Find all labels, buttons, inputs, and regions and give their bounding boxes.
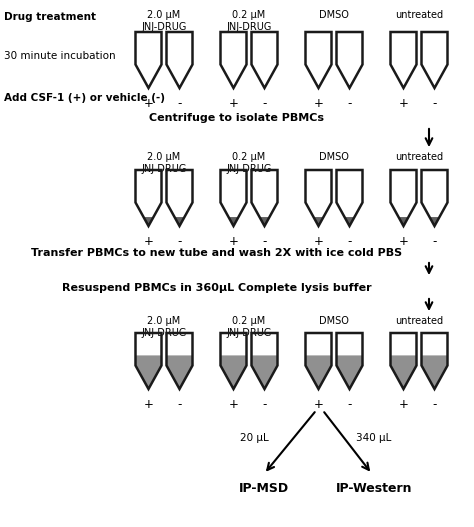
Polygon shape [136,333,162,389]
Text: 2.0 μM
JNJ-DRUG: 2.0 μM JNJ-DRUG [141,10,187,32]
Text: -: - [177,97,182,110]
Text: -: - [432,97,437,110]
Polygon shape [220,170,246,226]
Text: -: - [262,398,267,411]
Polygon shape [166,170,192,226]
Polygon shape [314,217,323,226]
Text: +: + [399,235,409,248]
Text: +: + [399,97,409,110]
Text: +: + [228,398,238,411]
Polygon shape [220,32,246,88]
Text: untreated: untreated [395,316,443,326]
Polygon shape [166,355,192,389]
Text: +: + [314,398,323,411]
Polygon shape [337,32,363,88]
Polygon shape [391,170,417,226]
Text: -: - [432,398,437,411]
Text: Drug treatment: Drug treatment [4,12,96,22]
Text: Resuspend PBMCs in 360μL Complete lysis buffer: Resuspend PBMCs in 360μL Complete lysis … [62,283,372,293]
Text: +: + [144,398,154,411]
Text: -: - [262,235,267,248]
Polygon shape [391,32,417,88]
Polygon shape [421,355,447,389]
Text: +: + [228,235,238,248]
Polygon shape [260,217,269,226]
Polygon shape [144,217,154,226]
Polygon shape [306,170,331,226]
Text: IP-Western: IP-Western [336,482,412,494]
Text: -: - [262,97,267,110]
Text: Transfer PBMCs to new tube and wash 2X with ice cold PBS: Transfer PBMCs to new tube and wash 2X w… [31,248,402,258]
Text: Centrifuge to isolate PBMCs: Centrifuge to isolate PBMCs [149,113,325,123]
Text: 2.0 μM
JNJ-DRUG: 2.0 μM JNJ-DRUG [141,152,187,174]
Polygon shape [252,355,277,389]
Text: Add CSF-1 (+) or vehicle (-): Add CSF-1 (+) or vehicle (-) [4,93,165,103]
Text: untreated: untreated [395,10,443,20]
Polygon shape [220,333,246,389]
Polygon shape [429,217,439,226]
Text: 0.2 μM
JNJ-DRUG: 0.2 μM JNJ-DRUG [226,10,272,32]
Polygon shape [306,32,331,88]
Text: -: - [347,235,352,248]
Text: +: + [314,97,323,110]
Polygon shape [136,355,162,389]
Polygon shape [345,217,355,226]
Polygon shape [220,355,246,389]
Polygon shape [136,170,162,226]
Polygon shape [337,170,363,226]
Polygon shape [399,217,409,226]
Polygon shape [421,32,447,88]
Text: -: - [432,235,437,248]
Polygon shape [421,170,447,226]
Polygon shape [252,170,277,226]
Text: DMSO: DMSO [319,10,349,20]
Polygon shape [391,355,417,389]
Text: DMSO: DMSO [319,316,349,326]
Text: 30 minute incubation: 30 minute incubation [4,51,116,61]
Polygon shape [337,355,363,389]
Text: IP-MSD: IP-MSD [239,482,289,494]
Text: +: + [144,235,154,248]
Text: +: + [144,97,154,110]
Polygon shape [252,32,277,88]
Polygon shape [306,333,331,389]
Polygon shape [391,333,417,389]
Text: +: + [228,97,238,110]
Text: 340 μL: 340 μL [356,433,392,443]
Text: DMSO: DMSO [319,152,349,162]
Text: -: - [347,398,352,411]
Text: -: - [347,97,352,110]
Polygon shape [337,333,363,389]
Polygon shape [136,32,162,88]
Text: 2.0 μM
JNJ-DRUG: 2.0 μM JNJ-DRUG [141,316,187,338]
Polygon shape [166,333,192,389]
Text: 0.2 μM
JNJ-DRUG: 0.2 μM JNJ-DRUG [226,316,272,338]
Polygon shape [421,333,447,389]
Text: -: - [177,398,182,411]
Text: 20 μL: 20 μL [240,433,268,443]
Polygon shape [174,217,184,226]
Polygon shape [228,217,238,226]
Text: untreated: untreated [395,152,443,162]
Polygon shape [166,32,192,88]
Text: 0.2 μM
JNJ-DRUG: 0.2 μM JNJ-DRUG [226,152,272,174]
Text: -: - [177,235,182,248]
Polygon shape [306,355,331,389]
Polygon shape [252,333,277,389]
Text: +: + [314,235,323,248]
Text: +: + [399,398,409,411]
